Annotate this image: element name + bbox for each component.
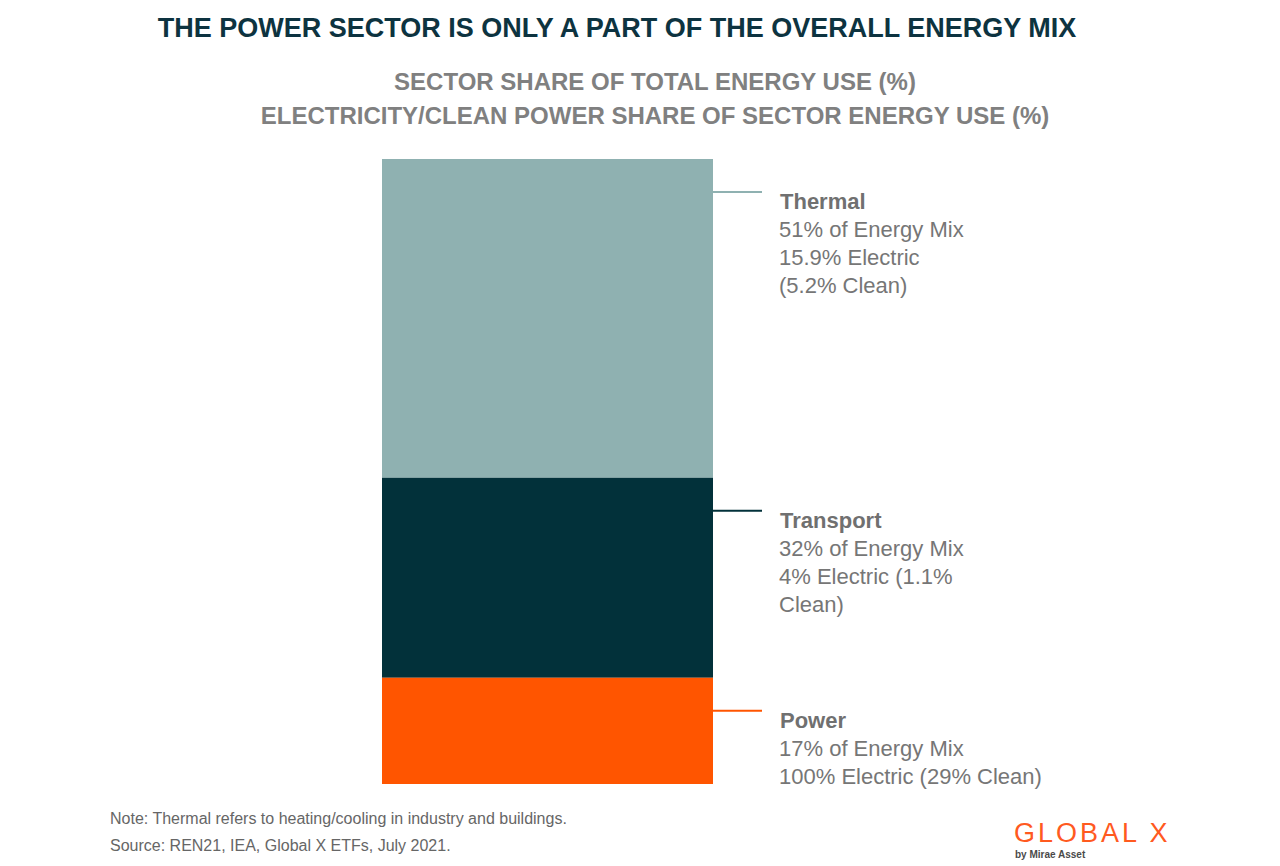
- series-name: Thermal: [780, 189, 866, 214]
- bars: [382, 159, 713, 784]
- data-label: 17% of Energy Mix: [779, 736, 964, 761]
- data-label: 32% of Energy Mix: [779, 536, 964, 561]
- bar-segment: [382, 678, 713, 784]
- bar-segment: [382, 159, 713, 478]
- leader-line: [713, 510, 762, 512]
- annotation: (5.2% Clean): [779, 273, 907, 298]
- title: THE POWER SECTOR IS ONLY A PART OF THE O…: [158, 13, 1077, 43]
- note: Note: Thermal refers to heating/cooling …: [110, 810, 567, 827]
- annotation: Clean): [779, 592, 844, 617]
- annotation: 4% Electric (1.1%: [779, 564, 953, 589]
- leader-line: [713, 710, 762, 712]
- leader-line: [713, 191, 762, 193]
- logo: GLOBAL X: [1014, 818, 1171, 848]
- segment-labels: Thermal 51% of Energy Mix 15.9% Electric (5…: [713, 189, 1042, 789]
- subtitle: ELECTRICITY/CLEAN POWER SHARE OF SECTOR …: [261, 102, 1050, 129]
- series-name: Transport: [780, 508, 882, 533]
- annotation: 15.9% Electric: [779, 245, 920, 270]
- note: Source: REN21, IEA, Global X ETFs, July …: [110, 837, 451, 854]
- data-label: 51% of Energy Mix: [779, 217, 964, 242]
- logo-subtitle: by Mirae Asset: [1015, 849, 1086, 860]
- annotation: 100% Electric (29% Clean): [779, 764, 1042, 789]
- subtitle: SECTOR SHARE OF TOTAL ENERGY USE (%): [394, 68, 916, 95]
- chart: THE POWER SECTOR IS ONLY A PART OF THE O…: [0, 0, 1280, 866]
- series-name: Power: [780, 708, 846, 733]
- bar-segment: [382, 478, 713, 678]
